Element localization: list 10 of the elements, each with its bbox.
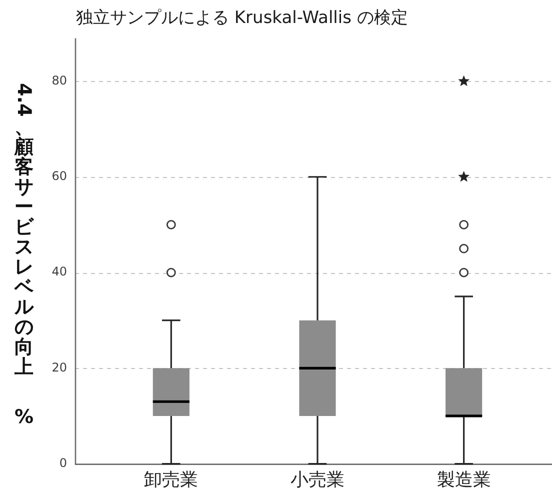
x-tick-label: 小売業	[290, 469, 344, 490]
chart-title: 独立サンプルによる Kruskal-Wallis の検定	[76, 7, 408, 29]
x-tick-label: 卸売業	[144, 469, 198, 490]
x-tick-label: 製造業	[436, 469, 491, 490]
y-tick-label: 0	[59, 456, 67, 470]
y-tick-label: 60	[52, 169, 67, 184]
y-tick-label: 20	[52, 360, 67, 374]
text: 4.4、顧客サービスレベルの向上 %	[13, 83, 35, 428]
y-tick-label: 40	[52, 264, 67, 279]
y-tick-label: 80	[52, 73, 67, 88]
